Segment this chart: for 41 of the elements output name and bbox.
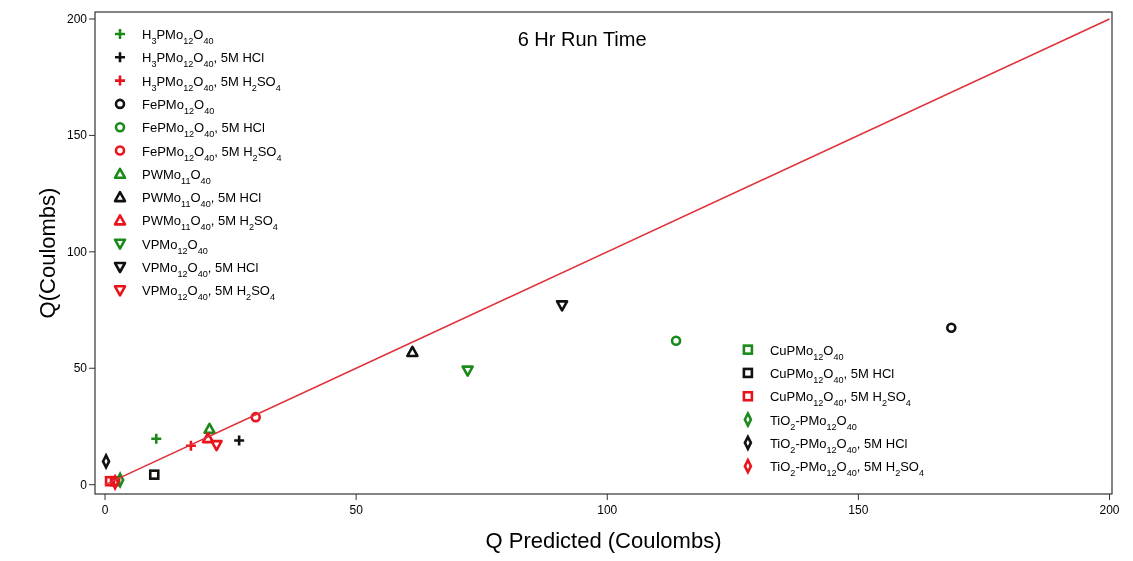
text: 6 Hr Run Time [517, 28, 647, 50]
point [232, 434, 246, 447]
legend-label: PWMo$_{11}$O$_{40}$, 5M H$_{2}$SO$_{4}$ [142, 213, 278, 233]
x-tick-label: 0 [101, 503, 109, 517]
point [406, 345, 419, 358]
point [210, 439, 223, 452]
legend-label: PWMo$_{11}$O$_{40}$, 5M HCl [142, 190, 262, 210]
x-axis-title: Q Predicted (Coulombs) [485, 528, 722, 553]
legend-label: H$_{3}$PMo$_{12}$O$_{40}$ [142, 27, 214, 46]
y-tick-label: 150 [66, 128, 88, 143]
y-tick-label: 50 [73, 361, 88, 376]
legend-label: H$_{3}$PMo$_{12}$O$_{40}$, 5M HCl [142, 50, 265, 70]
legend-label: FePMo$_{12}$O$_{40}$ [142, 96, 215, 116]
legend-label: CuPMo$_{12}$O$_{40}$, 5M H$_{2}$SO$_{4}$ [769, 389, 911, 409]
legend-label: PWMo$_{11}$O$_{40}$ [142, 166, 211, 186]
x-tick-label: 50 [349, 503, 364, 517]
text: H$_{3}$PMo$_{12}$O$_{40}$, 5M H$_{2}$SO$_{4}$ [142, 73, 281, 93]
y-tick-label: 200 [66, 11, 88, 26]
y-tick-label: 100 [66, 244, 88, 259]
x-tick-label: 100 [597, 503, 618, 517]
legend-label: TiO$_{2}$-PMo$_{12}$O$_{40}$, 5M HCl [769, 435, 908, 455]
text: TiO$_{2}$-PMo$_{12}$O$_{40}$, 5M H$_{2}$SO$_{4}$ [769, 459, 925, 479]
legend-label: CuPMo$_{12}$O$_{40}$ [769, 342, 844, 362]
legend-label: VPMo$_{12}$O$_{40}$, 5M HCl [142, 260, 259, 279]
y-axis-title: Q(Coulombs) [35, 187, 60, 319]
legend-label: CuPMo$_{12}$O$_{40}$, 5M HCl [769, 365, 895, 385]
legend-label: VPMo$_{12}$O$_{40}$ [142, 236, 208, 256]
x-tick-label: 200 [1099, 503, 1120, 517]
point [461, 365, 474, 377]
legend-label: TiO$_{2}$-PMo$_{12}$O$_{40}$ [769, 412, 857, 432]
x-tick-label: 150 [848, 503, 869, 517]
legend-label: VPMo$_{12}$O$_{40}$, 5M H$_{2}$SO$_{4}$ [142, 283, 275, 303]
point [670, 335, 682, 347]
point [149, 432, 163, 446]
point [555, 300, 569, 312]
point [148, 469, 160, 480]
legend-label: FePMo$_{12}$O$_{40}$, 5M H$_{2}$SO$_{4}$ [142, 143, 282, 163]
point [945, 322, 957, 334]
point [203, 422, 216, 435]
y-tick-label: 0 [80, 477, 88, 492]
legend-label: FePMo$_{12}$O$_{40}$, 5M HCl [142, 120, 265, 140]
